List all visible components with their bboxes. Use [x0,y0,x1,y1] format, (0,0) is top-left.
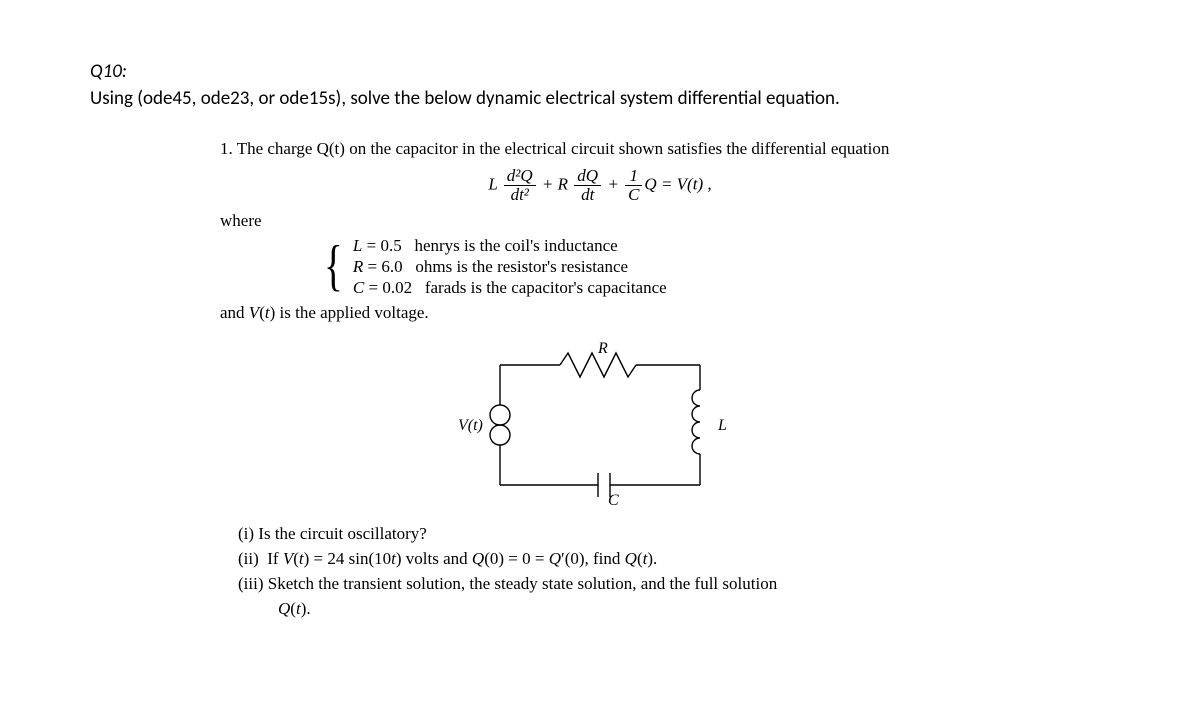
frac-dQdt: dQ dt [574,167,601,204]
circuit-diagram: R L C V(t) [220,335,980,505]
eq-L: L [488,174,497,193]
frac-d2Qdt2: d²Q dt² [504,167,536,204]
brace-icon: { [324,241,343,291]
param-L: L = 0.5 henrys is the coil's inductance [353,235,667,256]
eq-R: R [558,174,568,193]
question-instruction: Using (ode45, ode23, or ode15s), solve t… [90,87,1110,110]
parameters: L = 0.5 henrys is the coil's inductance … [353,235,667,299]
problem-number: 1. [220,139,233,158]
label-V: V(t) [458,417,483,434]
parameters-block: { L = 0.5 henrys is the coil's inductanc… [320,235,980,299]
frac-num: 1 [625,167,642,186]
problem-lead: 1. The charge Q(t) on the capacitor in t… [220,138,980,161]
frac-num: d²Q [504,167,536,186]
question-ii: (ii) If V(t) = 24 sin(10t) volts and Q(0… [238,548,980,571]
label-L: L [717,417,727,434]
eq-Vt: V(t) [677,174,703,193]
param-C: C = 0.02 farads is the capacitor's capac… [353,277,667,298]
question-iii-b: Q(t). [278,598,980,621]
frac-den: dt [574,186,601,204]
frac-den: dt² [504,186,536,204]
param-R: R = 6.0 ohms is the resistor's resistanc… [353,256,667,277]
question-number: Q10: [90,60,1110,83]
circuit-svg: R L C V(t) [430,335,770,505]
frac-den: C [625,186,642,204]
problem-block: 1. The charge Q(t) on the capacitor in t… [220,138,980,621]
page: Q10: Using (ode45, ode23, or ode15s), so… [0,0,1200,643]
sub-questions: (i) Is the circuit oscillatory? (ii) If … [238,523,980,621]
eq-Q: Q [644,174,656,193]
differential-equation: L d²Q dt² + R dQ dt + 1 C Q = V(t) , [220,167,980,204]
applied-voltage-text: and V(t) is the applied voltage. [220,302,980,325]
where-label: where [220,210,980,233]
problem-text: The charge Q(t) on the capacitor in the … [237,139,890,158]
frac-num: dQ [574,167,601,186]
question-iii-a: (iii) Sketch the transient solution, the… [238,573,980,596]
label-C: C [608,492,619,505]
label-R: R [597,340,608,357]
question-i: (i) Is the circuit oscillatory? [238,523,980,546]
frac-1C: 1 C [625,167,642,204]
